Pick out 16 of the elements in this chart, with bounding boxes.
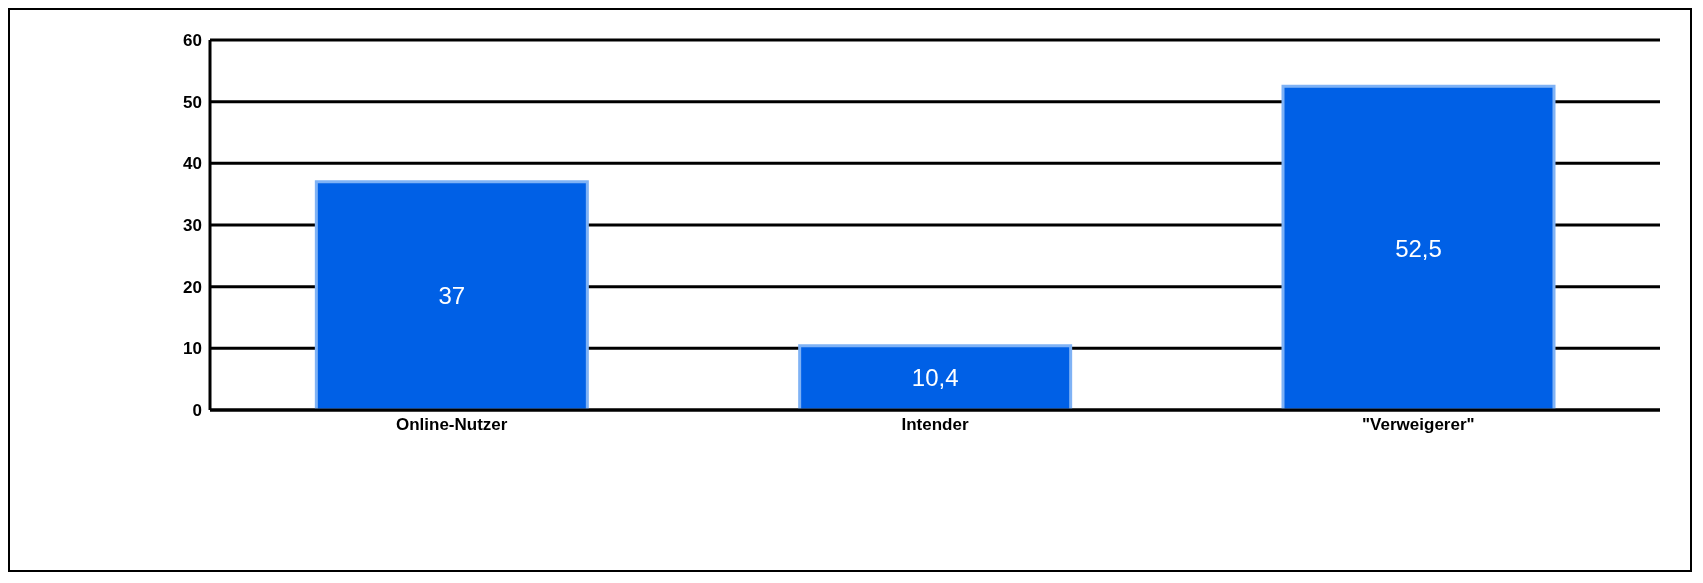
x-tick-label: Intender <box>901 415 969 435</box>
x-tick-label: Online-Nutzer <box>395 415 508 435</box>
y-tick-label: 10 <box>183 339 202 359</box>
bar <box>314 180 589 410</box>
data-label: 10,4 <box>911 364 959 392</box>
y-tick-label: 60 <box>183 31 202 51</box>
bar <box>798 344 1073 410</box>
x-tick-label: "Verweigerer" <box>1362 415 1475 435</box>
bar <box>1281 84 1556 410</box>
y-tick-label: 0 <box>192 401 202 421</box>
y-tick-label: 50 <box>183 92 202 112</box>
data-label: 37 <box>438 282 466 310</box>
data-label: 52,5 <box>1395 234 1442 262</box>
y-tick-label: 20 <box>183 277 202 297</box>
y-tick-label: 30 <box>183 216 202 236</box>
y-tick-label: 40 <box>183 154 202 174</box>
